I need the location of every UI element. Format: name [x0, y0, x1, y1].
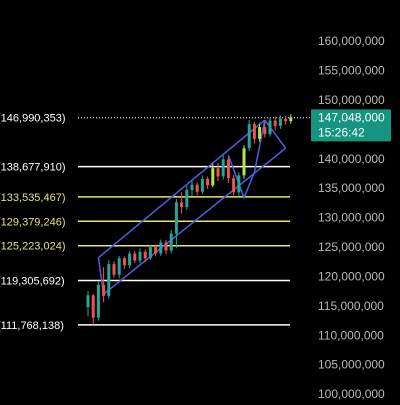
candle-body: [148, 247, 152, 259]
candle-body: [242, 148, 246, 176]
candle-body: [164, 242, 168, 251]
candle-body: [96, 284, 100, 318]
channel-right-line: [264, 119, 287, 149]
candle-body: [180, 202, 184, 208]
y-tick-label: 160,000,000: [318, 34, 385, 48]
candle-body: [117, 258, 121, 275]
candle-body: [284, 118, 288, 122]
candle-body: [216, 168, 220, 177]
y-tick-label: 120,000,000: [318, 269, 385, 283]
candle-body: [86, 295, 90, 308]
level-label: (119,305,692): [0, 276, 65, 288]
channel-inner-line: [227, 119, 266, 200]
y-tick-label: 110,000,000: [318, 328, 384, 342]
level-label: (129,379,246): [0, 216, 66, 228]
channel-lower-line: [103, 147, 287, 295]
candle-body: [221, 159, 225, 177]
countdown-label: 15:26:42: [318, 125, 365, 139]
y-tick-label: 100,000,000: [318, 387, 385, 400]
candle-body: [268, 120, 272, 135]
candle-body: [278, 118, 282, 126]
candle-body: [169, 233, 173, 251]
level-label: (125,223,024): [0, 241, 66, 253]
y-tick-label: 155,000,000: [318, 64, 385, 78]
candle-body: [289, 117, 293, 122]
candle-body: [200, 178, 204, 192]
y-tick-label: 105,000,000: [318, 358, 385, 372]
candle-body: [206, 178, 210, 186]
y-tick-label: 115,000,000: [318, 299, 384, 313]
candle-body: [122, 258, 126, 266]
candle-body: [252, 124, 256, 139]
candle-body: [232, 178, 236, 193]
channel-upper-line: [97, 119, 266, 259]
level-label: (133,535,467): [0, 192, 66, 204]
candle-body: [133, 253, 137, 261]
price-tag: [311, 109, 391, 142]
level-label: (146,990,353): [0, 113, 66, 125]
level-label: (111,768,138): [0, 320, 64, 332]
candle-body: [195, 184, 199, 192]
y-tick-label: 130,000,000: [318, 211, 385, 225]
y-tick-label: 140,000,000: [318, 152, 385, 166]
candle-body: [159, 242, 163, 254]
candle-body: [247, 124, 251, 149]
candle-body: [237, 175, 241, 193]
candle-body: [154, 247, 158, 254]
candle-body: [143, 251, 147, 259]
candle-body: [258, 127, 262, 139]
candle-body: [185, 190, 189, 208]
y-tick-label: 150,000,000: [318, 93, 385, 107]
candle-body: [91, 295, 95, 318]
candle-body: [138, 251, 142, 261]
level-label: (138,677,910): [0, 162, 66, 174]
candle-body: [102, 284, 106, 296]
candle-body: [128, 253, 132, 266]
current-price-label: 147,048,000: [318, 110, 385, 124]
candle-body: [226, 159, 230, 179]
y-tick-label: 135,000,000: [318, 181, 385, 195]
candle-body: [174, 202, 178, 234]
candle-body: [263, 127, 267, 135]
candle-body: [190, 184, 194, 190]
y-tick-label: 125,000,000: [318, 240, 385, 254]
candle-body: [107, 264, 111, 296]
candle-body: [273, 120, 277, 126]
candle-body: [211, 168, 215, 186]
candle-body: [112, 264, 116, 275]
